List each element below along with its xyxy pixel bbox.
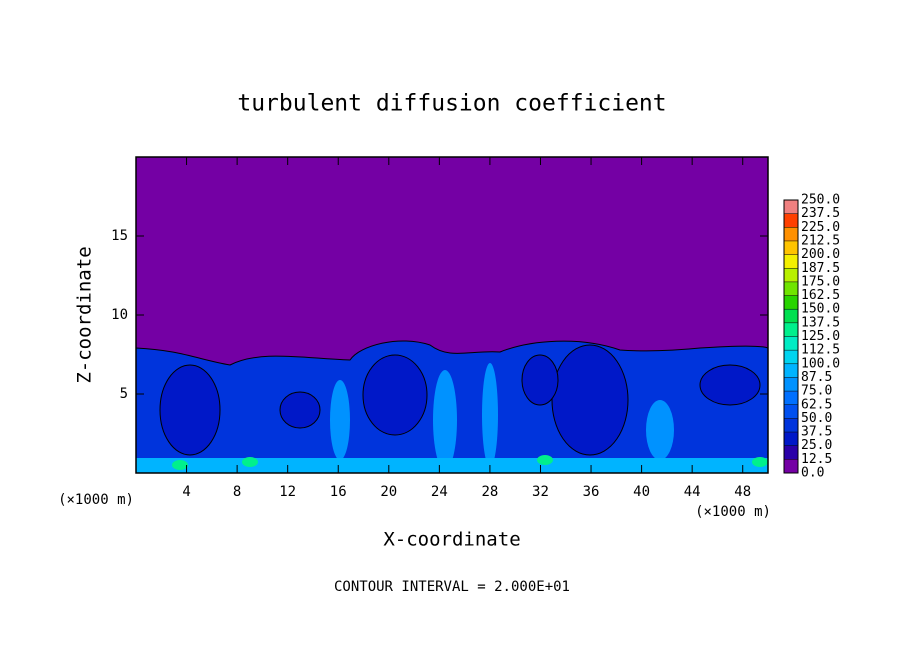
- field-region: [362, 354, 428, 436]
- colorbar-label: 150.0: [801, 302, 840, 317]
- colorbar-label: 125.0: [801, 329, 840, 344]
- colorbar-bin: [784, 281, 798, 296]
- field-region: [279, 391, 321, 429]
- colorbar-label: 237.5: [801, 206, 840, 221]
- field-region: [646, 400, 674, 460]
- colorbar-label: 175.0: [801, 274, 840, 289]
- colorbar-label: 12.5: [801, 452, 832, 467]
- colorbar-label: 37.5: [801, 425, 832, 440]
- x-tick-label: 24: [431, 484, 448, 500]
- colorbar-label: 62.5: [801, 397, 832, 412]
- field-region: [433, 370, 457, 470]
- colorbar-label: 25.0: [801, 438, 832, 453]
- colorbar-label: 250.0: [801, 193, 840, 208]
- colorbar-bin: [784, 377, 798, 392]
- x-tick-label: 12: [279, 484, 296, 500]
- chart-title: turbulent diffusion coefficient: [237, 91, 666, 117]
- x-tick-label: 20: [380, 484, 397, 500]
- field-region: [699, 364, 761, 406]
- colorbar-bin: [784, 268, 798, 282]
- colorbar-label: 200.0: [801, 247, 840, 262]
- colorbar-bin: [784, 432, 798, 446]
- field-region: [330, 380, 350, 460]
- colorbar-bin: [784, 200, 798, 214]
- colorbar-bin: [784, 350, 798, 364]
- y-axis-label: Z-coordinate: [74, 246, 96, 383]
- field-region: [172, 460, 188, 470]
- x-tick-label: 8: [233, 484, 241, 500]
- field-region: [482, 363, 498, 467]
- x-tick-label: 4: [182, 484, 190, 500]
- field-region: [159, 364, 221, 456]
- x-tick-label: 16: [330, 484, 347, 500]
- colorbar-label: 212.5: [801, 233, 840, 248]
- colorbar-bin: [784, 322, 798, 337]
- colorbar-label: 50.0: [801, 411, 832, 426]
- plot-area: [135, 156, 769, 474]
- y-tick-label: 5: [120, 386, 128, 402]
- colorbar-label: 75.0: [801, 384, 832, 399]
- colorbar-bin: [784, 418, 798, 433]
- colorbar-bin: [784, 240, 798, 255]
- colorbar-bin: [784, 404, 798, 419]
- colorbar-label: 112.5: [801, 343, 840, 358]
- x-tick-label: 40: [633, 484, 650, 500]
- colorbar-label: 187.5: [801, 261, 840, 276]
- colorbar-label: 137.5: [801, 315, 840, 330]
- x-tick-label: 28: [481, 484, 498, 500]
- colorbar-bin: [784, 227, 798, 241]
- x-tick-label: 36: [583, 484, 600, 500]
- x-tick-label: 32: [532, 484, 549, 500]
- field-region: [752, 457, 768, 467]
- field-region: [136, 458, 768, 473]
- colorbar-label: 162.5: [801, 288, 840, 303]
- x-tick-label: 44: [684, 484, 701, 500]
- colorbar-bin: [784, 445, 798, 460]
- x-tick-label: 48: [734, 484, 751, 500]
- colorbar-bin: [784, 363, 798, 378]
- field-region: [521, 354, 559, 406]
- field-region: [551, 344, 629, 456]
- colorbar-bin: [784, 254, 798, 269]
- colorbar-bin: [784, 391, 798, 405]
- field-region: [242, 457, 258, 467]
- colorbar-label: 0.0: [801, 466, 824, 481]
- colorbar-bin: [784, 336, 798, 351]
- colorbar-bin: [784, 213, 798, 228]
- x-unit-label: (×1000 m): [58, 492, 134, 508]
- colorbar-bin: [784, 295, 798, 310]
- y-tick-label: 10: [111, 307, 128, 323]
- field-region: [537, 455, 553, 465]
- footer-note: CONTOUR INTERVAL = 2.000E+01: [334, 579, 570, 595]
- colorbar-bin: [784, 459, 798, 473]
- y-tick-label: 15: [111, 228, 128, 244]
- colorbar-bin: [784, 309, 798, 323]
- colorbar-label: 225.0: [801, 220, 840, 235]
- colorbar-label: 87.5: [801, 370, 832, 385]
- x-axis-label: X-coordinate: [383, 529, 520, 551]
- colorbar-label: 100.0: [801, 356, 840, 371]
- y-unit-label: (×1000 m): [695, 504, 771, 520]
